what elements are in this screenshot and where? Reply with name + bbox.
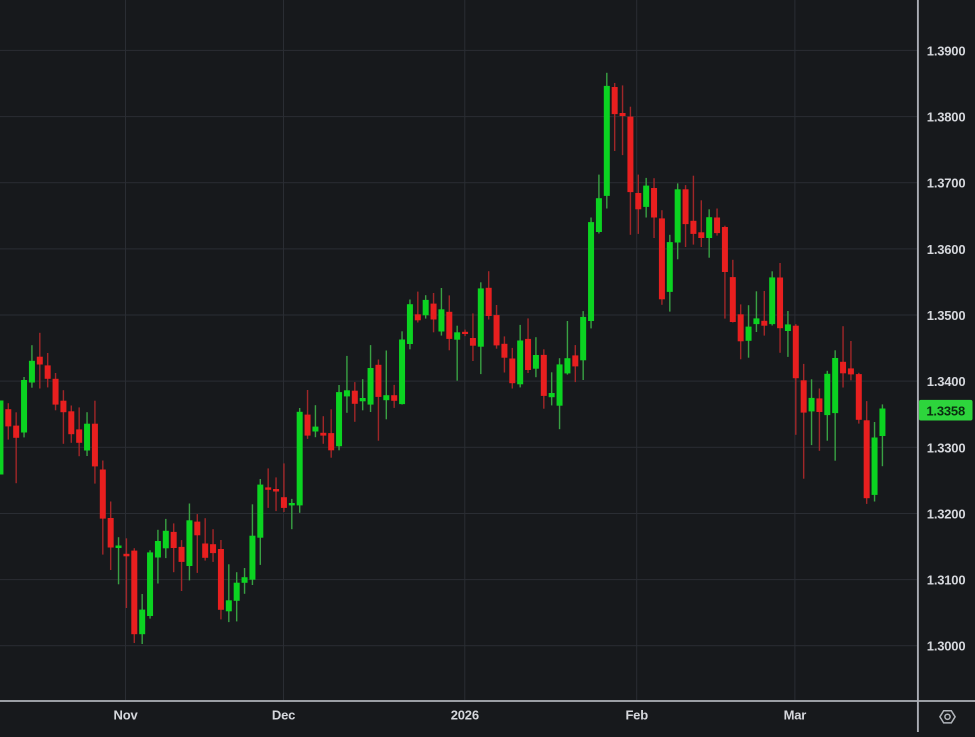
svg-text:1.3100: 1.3100	[927, 573, 966, 588]
svg-text:1.3800: 1.3800	[927, 110, 966, 125]
svg-text:Feb: Feb	[625, 708, 648, 723]
svg-text:1.3400: 1.3400	[927, 374, 966, 389]
svg-text:Mar: Mar	[784, 708, 807, 723]
svg-text:1.3500: 1.3500	[927, 308, 966, 323]
svg-text:1.3200: 1.3200	[927, 507, 966, 522]
svg-text:1.3300: 1.3300	[927, 440, 966, 455]
svg-text:1.3000: 1.3000	[927, 639, 966, 654]
svg-text:Dec: Dec	[272, 708, 295, 723]
svg-text:1.3358: 1.3358	[926, 403, 965, 418]
svg-text:Nov: Nov	[114, 708, 139, 723]
svg-text:2026: 2026	[451, 708, 479, 723]
svg-text:1.3600: 1.3600	[927, 242, 966, 257]
svg-text:1.3700: 1.3700	[927, 176, 966, 191]
svg-text:1.3900: 1.3900	[927, 43, 966, 58]
